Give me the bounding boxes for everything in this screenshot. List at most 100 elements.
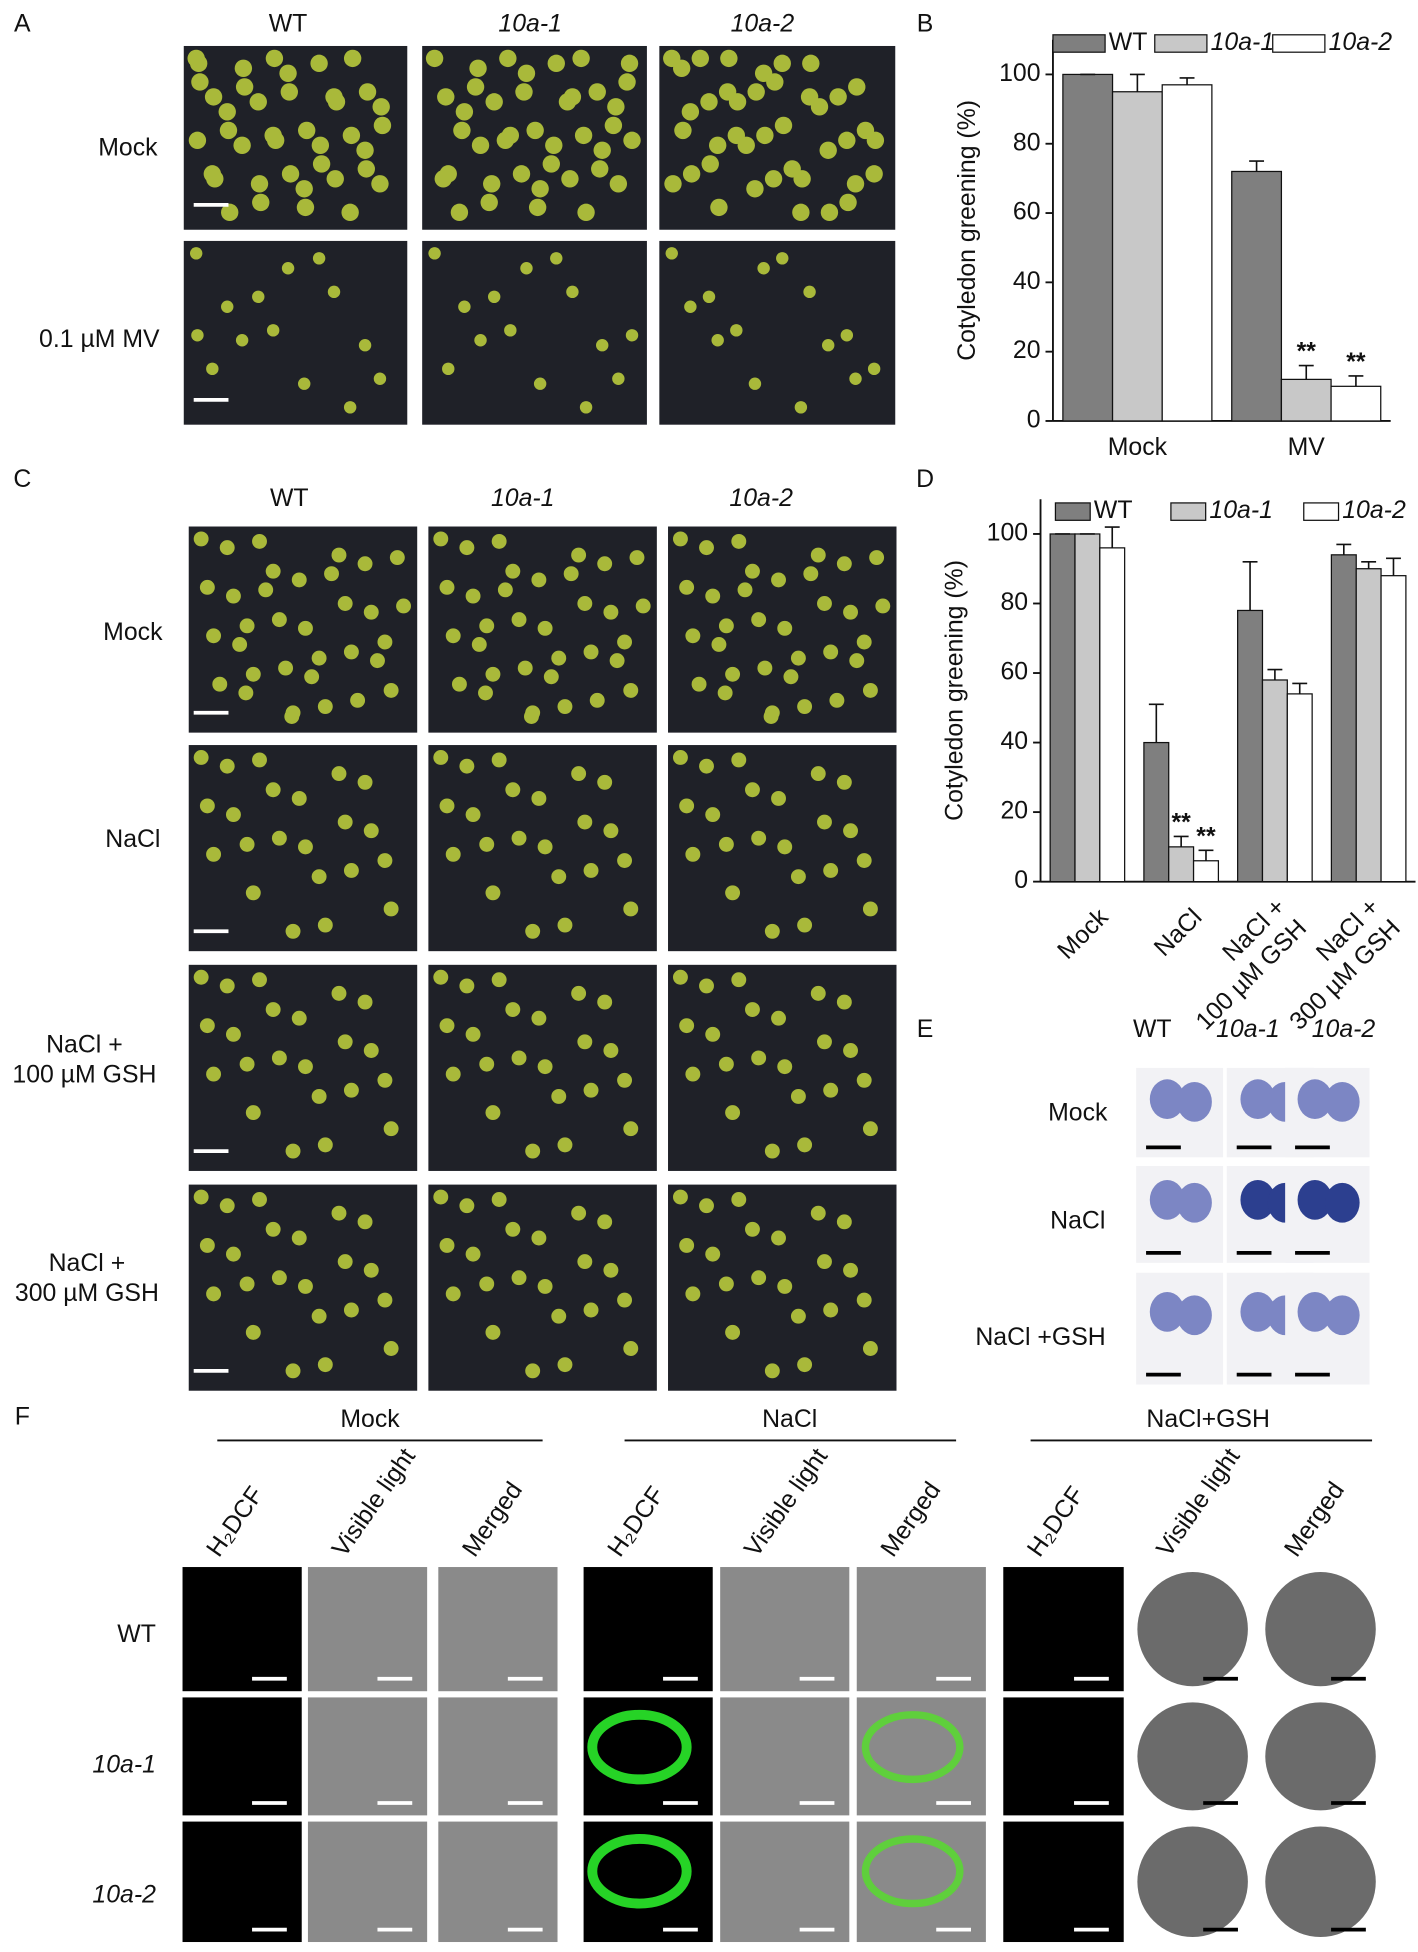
seedling <box>783 669 799 685</box>
seedling <box>474 334 487 347</box>
legend-swatch <box>1303 502 1340 521</box>
seedling <box>531 572 547 588</box>
seedling <box>609 175 628 193</box>
seedling <box>848 78 866 96</box>
seedling <box>728 93 747 111</box>
seedling <box>748 377 762 390</box>
row-label: NaCl +300 µM GSH <box>15 1250 159 1307</box>
seedling <box>542 155 560 173</box>
panel-letter: C <box>13 466 31 493</box>
seedling <box>849 372 862 385</box>
column-label: Visible light <box>1152 1444 1246 1562</box>
seedling <box>433 969 449 985</box>
seedling <box>235 78 254 96</box>
seedling <box>737 136 755 155</box>
seedling <box>705 1246 721 1262</box>
column-label: 10a-2 <box>1312 1016 1376 1043</box>
seedling <box>821 339 835 352</box>
seedling <box>705 588 721 604</box>
seedling <box>357 994 373 1010</box>
seedling <box>458 300 471 313</box>
seedling <box>357 774 373 790</box>
seedling <box>557 699 573 715</box>
seedling <box>817 1034 832 1050</box>
legend-label: 10a-2 <box>1329 29 1393 56</box>
bar <box>1161 84 1213 422</box>
photo <box>307 1697 428 1816</box>
seedling <box>245 1105 261 1121</box>
seedling <box>684 300 697 313</box>
seedling <box>485 666 501 682</box>
seedling <box>193 969 209 985</box>
seedling <box>846 175 865 193</box>
seedling <box>823 863 839 878</box>
seedling <box>428 247 441 260</box>
seedling <box>583 1082 599 1098</box>
seedling <box>465 807 481 823</box>
seedling <box>249 93 267 111</box>
seedling <box>212 676 228 692</box>
photo <box>182 1697 302 1816</box>
cotyledon <box>1149 1079 1185 1120</box>
y-tick-label: 20 <box>1013 337 1041 364</box>
bar <box>1286 693 1313 883</box>
seedling <box>383 1121 399 1137</box>
seedling <box>597 1214 613 1230</box>
error-bar <box>1242 560 1258 611</box>
seedling <box>777 839 793 855</box>
seedling <box>206 628 222 644</box>
seedling <box>751 1050 767 1066</box>
seedling <box>751 830 767 846</box>
legend-label: 10a-2 <box>1342 497 1406 524</box>
group-label: NaCl <box>762 1406 817 1433</box>
seedling <box>377 853 393 868</box>
seedling <box>803 566 819 582</box>
seedling <box>679 579 695 595</box>
seedling <box>545 136 563 155</box>
seedling <box>341 203 359 222</box>
seedling <box>485 93 503 111</box>
seedling <box>324 566 339 582</box>
seedling <box>459 978 475 994</box>
seedling <box>793 170 811 188</box>
seedling <box>311 650 327 666</box>
seedling <box>479 836 495 852</box>
seedling <box>206 846 222 862</box>
seedling <box>483 175 501 193</box>
cotyledon <box>1177 1182 1212 1223</box>
cotyledon <box>1240 1079 1276 1120</box>
seedling <box>312 252 326 265</box>
seedling <box>445 628 461 644</box>
seedling <box>280 83 299 101</box>
seedling <box>189 54 208 73</box>
seedling <box>699 978 714 994</box>
seedling <box>547 54 565 73</box>
cotyledon <box>1297 1292 1333 1332</box>
seedling <box>718 1056 734 1072</box>
seedling <box>311 136 330 155</box>
seedling <box>620 54 639 73</box>
seedling <box>389 550 405 566</box>
seedling <box>311 1088 327 1104</box>
seedling <box>558 93 577 111</box>
seedling <box>523 709 539 724</box>
seedling <box>773 54 791 73</box>
seedling <box>577 1034 593 1050</box>
bar <box>1099 547 1126 883</box>
seedling <box>725 666 741 682</box>
seedling <box>433 1189 449 1205</box>
seedling <box>265 1221 281 1237</box>
seedling <box>623 682 639 698</box>
seedling <box>829 88 847 106</box>
seedling <box>520 262 533 275</box>
seedling <box>790 869 806 885</box>
seedling <box>836 1214 852 1230</box>
cotyledon <box>1137 1826 1248 1938</box>
bar <box>1062 73 1114 422</box>
seedling <box>343 1302 359 1318</box>
seedling <box>674 121 692 140</box>
seedling <box>281 262 295 275</box>
row-label: NaCl +GSH <box>975 1324 1105 1351</box>
seedling <box>763 709 779 724</box>
seedling <box>672 531 688 547</box>
